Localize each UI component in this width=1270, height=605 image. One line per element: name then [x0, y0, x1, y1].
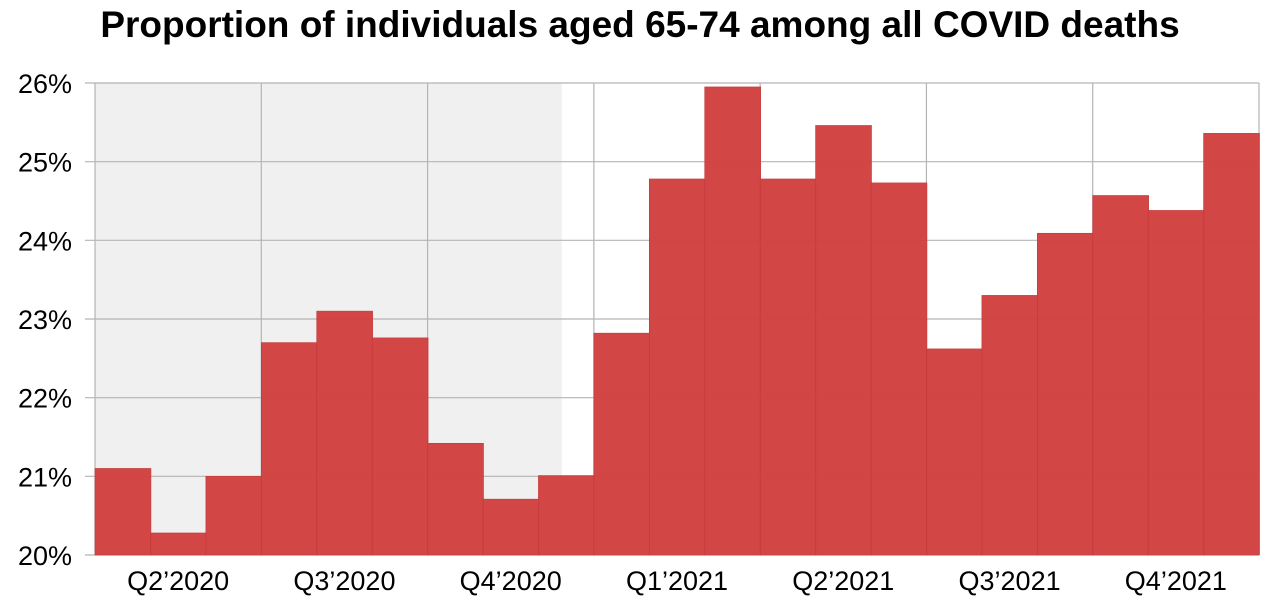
bar: [205, 476, 263, 556]
y-tick-label: 20%: [18, 541, 72, 571]
bar: [1036, 232, 1094, 556]
bar: [648, 178, 706, 556]
y-tick-label: 25%: [18, 148, 72, 178]
bar: [260, 342, 318, 556]
bar: [870, 182, 928, 556]
bar: [926, 348, 983, 556]
bar: [482, 498, 540, 556]
x-tick-label: Q4’2020: [460, 566, 562, 596]
bar: [150, 532, 207, 556]
x-tick-label: Q2’2021: [792, 566, 894, 596]
y-tick-label: 24%: [18, 226, 72, 256]
bar: [1203, 133, 1260, 556]
bar: [1092, 195, 1149, 556]
x-tick-label: Q3’2020: [293, 566, 395, 596]
x-axis-ticks: Q2’2020 Q3’2020 Q4’2020 Q1’2021 Q2’2021 Q3’20…: [127, 566, 1227, 596]
bar: [704, 86, 761, 556]
y-tick-label: 26%: [18, 69, 72, 99]
bar: [759, 178, 817, 556]
x-tick-label: Q1’2021: [626, 566, 728, 596]
bar: [1147, 210, 1205, 556]
x-tick-label: Q3’2021: [959, 566, 1061, 596]
x-tick-label: Q4’2021: [1125, 566, 1227, 596]
bar: [94, 468, 152, 556]
bars: [94, 86, 1260, 556]
bar: [815, 125, 872, 556]
y-tick-label: 23%: [18, 305, 72, 335]
y-axis-ticks: 20% 21% 22% 23% 24% 25% 26%: [18, 69, 72, 571]
bar: [981, 295, 1039, 556]
y-tick-label: 22%: [18, 384, 72, 414]
y-tick-label: 21%: [18, 462, 72, 492]
bar: [427, 442, 484, 556]
chart-title: Proportion of individuals aged 65-74 amo…: [100, 4, 1179, 45]
x-tick-label: Q2’2020: [127, 566, 229, 596]
bar: [371, 337, 429, 556]
bar: [593, 332, 651, 556]
bar: [538, 475, 595, 556]
bar: [316, 310, 373, 556]
